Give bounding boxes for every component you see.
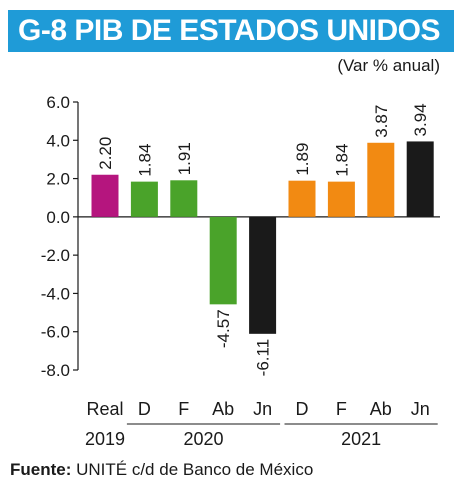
x-tick-label: Jn bbox=[411, 399, 430, 419]
y-tick-label: 0.0 bbox=[46, 208, 70, 227]
bar bbox=[170, 180, 198, 217]
x-tick-label: F bbox=[178, 399, 189, 419]
data-label: 3.87 bbox=[372, 105, 391, 138]
bar bbox=[288, 180, 316, 217]
data-label: 2.20 bbox=[96, 137, 115, 170]
title-bar: G-8 PIB DE ESTADOS UNIDOS bbox=[8, 10, 454, 52]
y-tick-label: 6.0 bbox=[46, 93, 70, 112]
y-tick-label: -8.0 bbox=[41, 361, 70, 380]
data-label: 1.84 bbox=[135, 144, 154, 177]
bar bbox=[91, 174, 119, 217]
x-tick-label: Ab bbox=[212, 399, 234, 419]
bar bbox=[209, 216, 237, 305]
group-label: 2021 bbox=[341, 429, 381, 449]
data-label: 3.94 bbox=[411, 103, 430, 136]
data-label: -4.57 bbox=[214, 309, 233, 348]
bar-chart: 6.0 4.0 2.0 0.0 -2.0 -4.0 -6.0 -8.0 2.20 1.84 1.91… bbox=[41, 93, 440, 449]
x-tick-label: F bbox=[336, 399, 347, 419]
y-tick-label: -4.0 bbox=[41, 284, 70, 303]
chart-title: G-8 PIB DE ESTADOS UNIDOS bbox=[18, 14, 441, 47]
x-tick-label: D bbox=[138, 399, 151, 419]
data-label: 1.89 bbox=[293, 143, 312, 176]
chart-subtitle: (Var % anual) bbox=[337, 56, 440, 75]
y-tick-label: -6.0 bbox=[41, 323, 70, 342]
y-tick-label: 2.0 bbox=[46, 170, 70, 189]
bar bbox=[367, 142, 395, 217]
group-label: 2020 bbox=[183, 429, 223, 449]
source-label: Fuente: bbox=[10, 460, 72, 479]
data-label: 1.91 bbox=[175, 142, 194, 175]
source-note: Fuente: UNITÉ c/d de Banco de México bbox=[10, 460, 313, 480]
bar bbox=[130, 181, 158, 217]
x-tick-label: D bbox=[296, 399, 309, 419]
data-label: 1.84 bbox=[332, 144, 351, 177]
source-text: UNITÉ c/d de Banco de México bbox=[71, 460, 314, 479]
data-label: -6.11 bbox=[254, 339, 273, 377]
y-tick-label: 4.0 bbox=[46, 131, 70, 150]
x-tick-label: Ab bbox=[370, 399, 392, 419]
bar bbox=[406, 141, 434, 217]
x-tick-label: Jn bbox=[253, 399, 272, 419]
group-label: 2019 bbox=[85, 429, 125, 449]
x-tick-label: Real bbox=[86, 399, 123, 419]
y-tick-label: -2.0 bbox=[41, 246, 70, 265]
bar bbox=[327, 181, 355, 217]
bar bbox=[249, 216, 277, 334]
